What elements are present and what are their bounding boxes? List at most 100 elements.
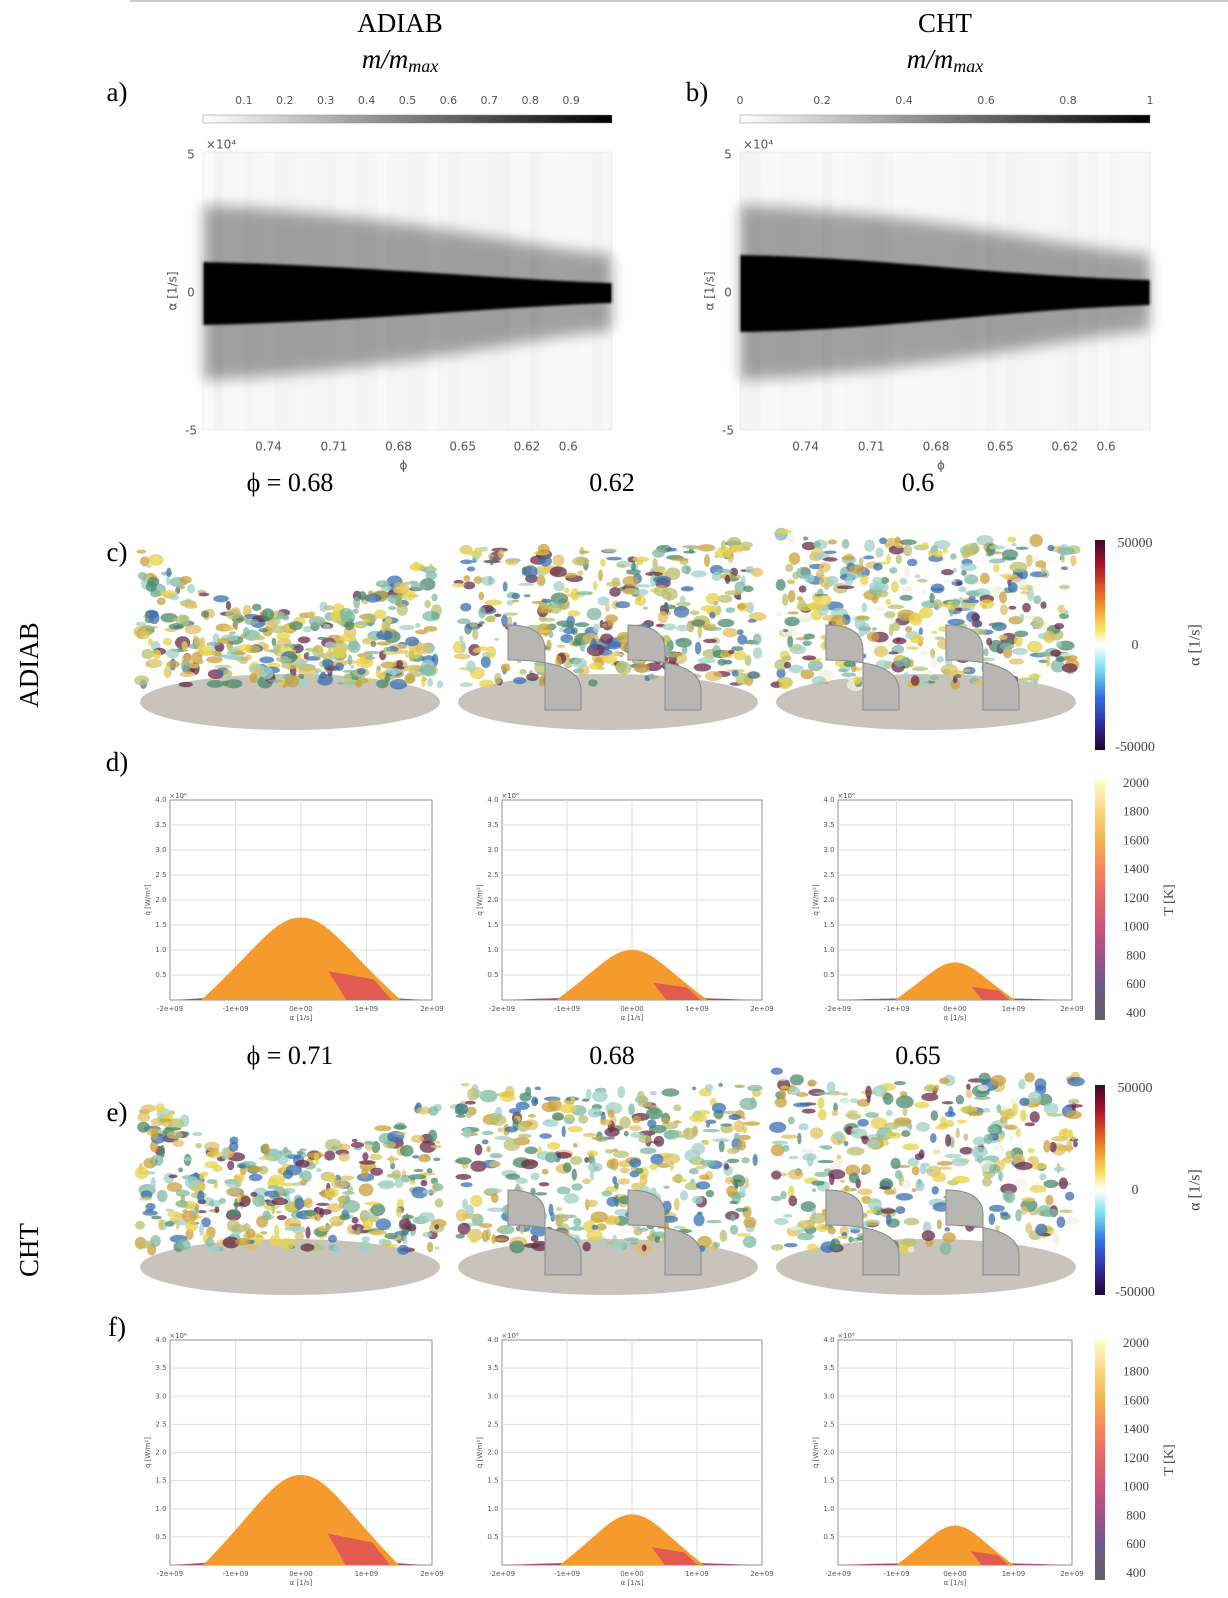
render-flame (295, 660, 307, 666)
panel-label: b) (686, 77, 709, 107)
render-flame (858, 622, 871, 635)
axis-exponent: ×10⁶ (169, 792, 187, 800)
render-flame (802, 1152, 817, 1162)
render-flame (562, 572, 578, 578)
render-flame (234, 619, 239, 631)
render-flame (726, 1185, 738, 1197)
render-flame (652, 548, 665, 558)
render-flame (673, 1120, 682, 1124)
render-flame (524, 565, 538, 579)
y-tick-label: 3.0 (823, 846, 834, 854)
render-flame (151, 1155, 156, 1168)
render-flame (214, 1205, 220, 1214)
render-flame (166, 1182, 183, 1192)
render-flame (705, 1219, 722, 1224)
render-flame (921, 589, 928, 595)
render-flame (720, 1124, 734, 1134)
render-flame (933, 539, 951, 550)
y-tick-label: 1.5 (823, 921, 834, 929)
x-tick-label: 0.6 (559, 440, 578, 454)
render-flame (624, 1237, 640, 1242)
render-flame (601, 1190, 613, 1197)
render-flame (797, 1132, 802, 1145)
render-flame (168, 623, 184, 630)
y-tick-label: 1.0 (823, 946, 834, 954)
render-flame (650, 1153, 664, 1165)
render-flame (436, 680, 444, 688)
render-flame (998, 634, 1008, 640)
render-flame (797, 599, 807, 611)
y-tick-label: -5 (722, 424, 734, 438)
render-flame (961, 569, 967, 576)
render-flame (705, 1189, 715, 1198)
render-flame (781, 593, 789, 606)
render-flame (639, 1173, 648, 1187)
render-flame (463, 575, 471, 582)
render-flame (787, 532, 796, 545)
render-flame (1008, 658, 1025, 665)
render-flame (1061, 566, 1068, 571)
render-flame (434, 1198, 444, 1208)
render-flame (244, 619, 259, 626)
render-flame (540, 630, 550, 634)
render-flame (604, 614, 618, 623)
render-flame (1018, 677, 1032, 681)
render-flame (463, 581, 476, 590)
render-flame (929, 1133, 937, 1143)
render-flame (296, 1150, 304, 1156)
y-tick-label: 0.5 (487, 971, 498, 979)
render-flame (314, 670, 319, 682)
render-flame (817, 1159, 835, 1164)
render-flame (815, 1223, 829, 1233)
render-flame (780, 1134, 798, 1139)
render-flame (422, 1231, 433, 1238)
render-flame (830, 614, 847, 627)
render-flame (179, 575, 192, 584)
render-flame (788, 552, 801, 565)
render-flame (784, 616, 800, 627)
render-flame (137, 571, 148, 581)
render-flame (1065, 1110, 1082, 1120)
render-flame (134, 1166, 149, 1180)
render-flame (962, 599, 980, 604)
render-flame (649, 1163, 658, 1171)
render-flame (395, 1207, 402, 1218)
render-flame (903, 1217, 920, 1226)
render-pipe (945, 1189, 1020, 1276)
render-flame (409, 1180, 416, 1185)
x-axis-label: α [1/s] (621, 1579, 644, 1587)
render-flame (852, 676, 862, 685)
render-flame (983, 648, 989, 657)
y-tick-label: 2.0 (155, 896, 166, 904)
render-flame (583, 1220, 595, 1233)
render-flame (521, 1159, 538, 1170)
render-flame (910, 675, 920, 686)
render-flame (481, 575, 496, 586)
render-flame (430, 1144, 443, 1149)
render-flame (486, 1207, 505, 1213)
render-flame (904, 626, 913, 633)
render-flame (1043, 1179, 1059, 1189)
render-flame (908, 612, 923, 626)
render-flame (519, 668, 527, 675)
render-flame (590, 638, 597, 652)
render-flame (1068, 1098, 1080, 1105)
render-flame (419, 1140, 437, 1153)
render-flame (494, 637, 500, 641)
render-flame (739, 1097, 758, 1111)
render-flame (397, 1244, 410, 1255)
render-flame (572, 1142, 578, 1148)
render-flame (681, 646, 688, 654)
render-flame (914, 1101, 930, 1109)
render-flame (774, 1217, 789, 1226)
render-flame (175, 1189, 190, 1197)
render-flame (392, 587, 408, 594)
render-flame (876, 590, 889, 598)
render-flame (698, 1174, 710, 1181)
render-flame (914, 574, 921, 579)
render-flame (370, 640, 377, 648)
render-flame (741, 1157, 750, 1164)
x-axis-label: α [1/s] (944, 1014, 967, 1022)
render-flame (511, 592, 520, 600)
render-flame (901, 586, 913, 592)
